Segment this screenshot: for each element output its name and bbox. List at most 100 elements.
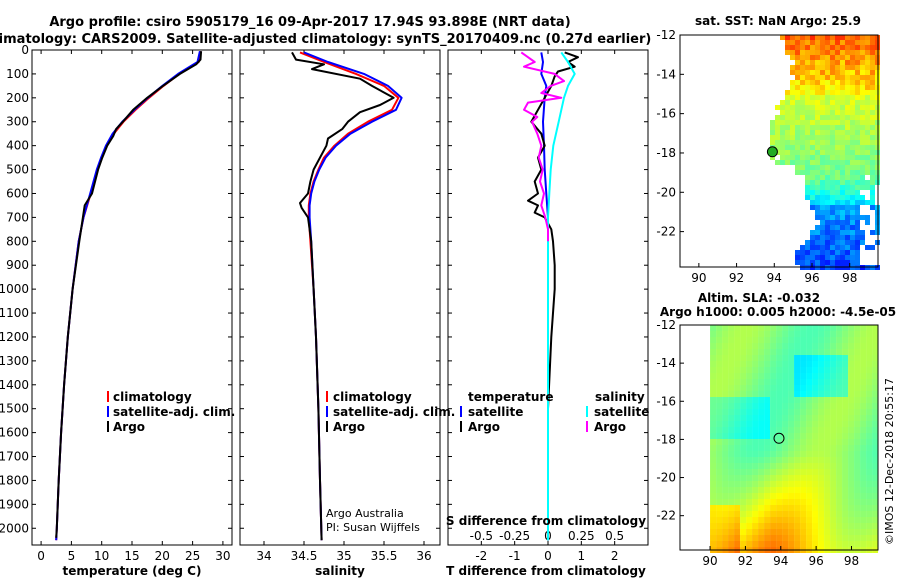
- sst-cell: [790, 130, 795, 135]
- sst-cell: [810, 155, 815, 160]
- sla-cell: [824, 511, 831, 517]
- sla-cell: [788, 499, 795, 505]
- sla-cell: [728, 517, 735, 523]
- legend-climatology-label: climatology: [113, 390, 192, 404]
- sla-cell: [860, 433, 867, 439]
- sst-cell: [830, 125, 835, 130]
- sla-cell: [728, 325, 735, 331]
- sla-cell: [782, 517, 789, 523]
- sst-cell: [870, 60, 875, 65]
- sla-cell: [800, 331, 807, 337]
- sla-cell: [872, 427, 879, 433]
- sla-cell: [806, 481, 813, 487]
- sla-cell: [782, 409, 789, 415]
- sla-cell: [710, 415, 717, 421]
- sla-cell: [776, 523, 783, 529]
- sla-cell: [740, 481, 747, 487]
- sla-cell: [770, 361, 777, 367]
- sst-cell: [830, 135, 835, 140]
- salinity-legend: climatology satellite-adj. clim. Argo: [326, 390, 455, 434]
- sst-cell: [870, 170, 875, 175]
- sst-cell: [815, 70, 820, 75]
- series-line-s-satellite: [547, 51, 576, 541]
- sst-cell: [840, 100, 845, 105]
- sla-cell: [848, 331, 855, 337]
- sla-cell: [728, 451, 735, 457]
- sla-cell: [764, 493, 771, 499]
- sla-cell: [752, 469, 759, 475]
- sst-cell: [865, 95, 870, 100]
- sla-cell: [716, 523, 723, 529]
- sst-cell: [865, 245, 870, 250]
- sst-cell: [870, 105, 875, 110]
- sla-cell: [842, 451, 849, 457]
- sla-cell: [830, 373, 837, 379]
- sla-cell: [764, 427, 771, 433]
- sla-cell: [752, 409, 759, 415]
- sla-cell: [764, 337, 771, 343]
- sst-cell: [815, 55, 820, 60]
- sla-cell: [866, 487, 873, 493]
- series-line-satellite-adj-clim-: [303, 51, 403, 541]
- sst-cell: [830, 110, 835, 115]
- sst-cell: [865, 180, 870, 185]
- sst-cell: [835, 245, 840, 250]
- sst-cell: [850, 75, 855, 80]
- sla-cell: [854, 469, 861, 475]
- sla-cell: [806, 427, 813, 433]
- sla-cell: [716, 469, 723, 475]
- sst-cell: [830, 170, 835, 175]
- sst-cell: [835, 230, 840, 235]
- sla-cell: [848, 361, 855, 367]
- sla-cell: [734, 517, 741, 523]
- sla-cell: [812, 355, 819, 361]
- annotation-argo-australia: Argo Australia: [326, 507, 404, 520]
- sst-cell: [790, 105, 795, 110]
- sst-cell: [845, 120, 850, 125]
- footer-timestamp: ©IMOS 12-Dec-2018 20:55:17: [883, 378, 896, 545]
- sst-cell: [855, 245, 860, 250]
- sst-cell: [800, 130, 805, 135]
- sla-cell: [782, 337, 789, 343]
- sst-cell: [855, 205, 860, 210]
- sst-cell: [850, 180, 855, 185]
- sla-cell: [848, 439, 855, 445]
- difference-x-ticks: -2 -1 0 1 2-0.5 -0.25 0 0.25 0.5: [470, 50, 624, 563]
- sst-cell: [855, 55, 860, 60]
- sla-cell: [764, 403, 771, 409]
- sla-cell: [746, 433, 753, 439]
- sst-cell: [800, 65, 805, 70]
- sla-cell: [734, 343, 741, 349]
- sst-cell: [845, 130, 850, 135]
- sla-cell: [728, 523, 735, 529]
- sla-cell: [710, 469, 717, 475]
- sst-cell: [825, 115, 830, 120]
- sst-cell: [845, 50, 850, 55]
- sst-cell: [810, 70, 815, 75]
- sla-cell: [782, 361, 789, 367]
- sst-cell: [810, 240, 815, 245]
- sla-cell: [764, 367, 771, 373]
- sst-cell: [800, 90, 805, 95]
- sla-cell: [716, 493, 723, 499]
- sst-cell: [855, 130, 860, 135]
- sla-cell: [824, 397, 831, 403]
- sla-cell: [770, 481, 777, 487]
- sla-cell: [866, 361, 873, 367]
- sst-cell: [790, 120, 795, 125]
- sst-cell: [855, 225, 860, 230]
- sla-cell: [872, 445, 879, 451]
- sla-cell: [830, 523, 837, 529]
- sla-cell: [728, 439, 735, 445]
- sst-cell: [800, 85, 805, 90]
- sla-cell: [866, 451, 873, 457]
- sla-cell: [848, 391, 855, 397]
- sst-cell: [835, 65, 840, 70]
- sla-cell: [734, 511, 741, 517]
- sla-cell: [860, 379, 867, 385]
- sst-cell: [825, 45, 830, 50]
- sla-cell: [872, 343, 879, 349]
- sla-cell: [770, 373, 777, 379]
- sla-cell: [830, 379, 837, 385]
- sla-cell: [788, 469, 795, 475]
